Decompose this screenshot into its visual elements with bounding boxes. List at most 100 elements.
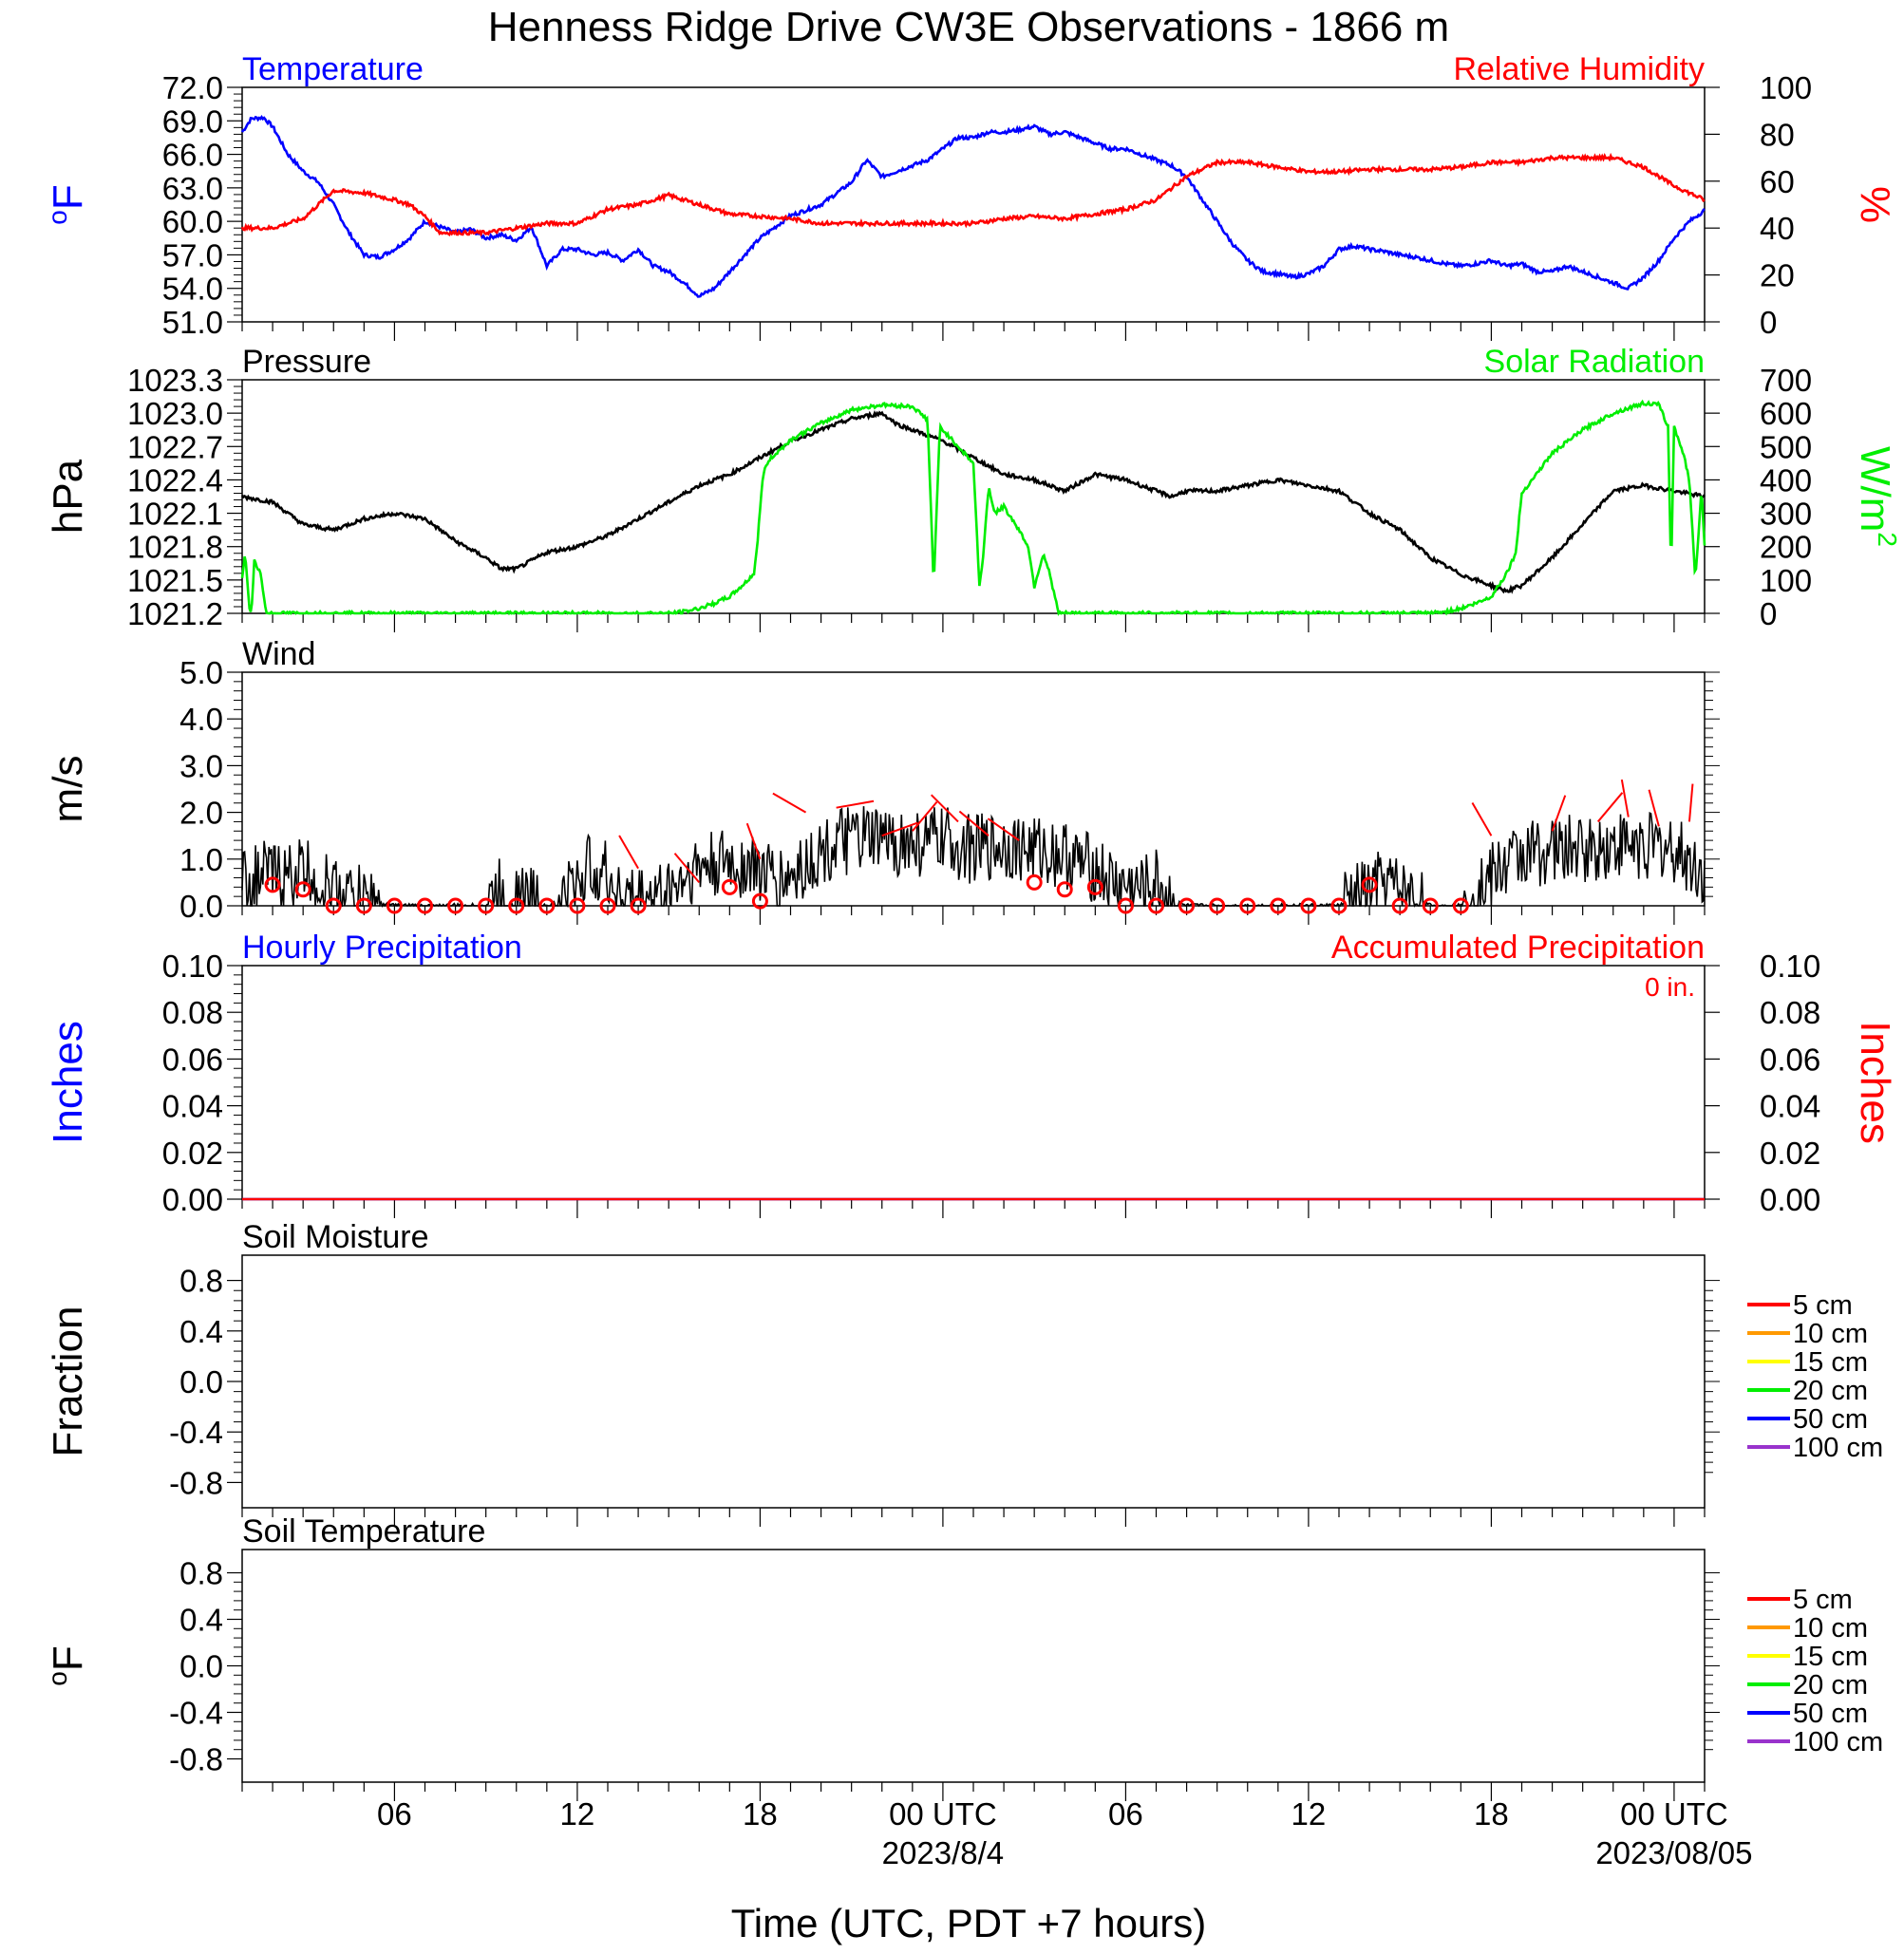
x-axis: Time (UTC, PDT +7 hours) 06 12 18 00 UTC 06 1… <box>377 1796 1752 1945</box>
wind-barb <box>745 822 762 860</box>
wind-marker <box>386 897 403 914</box>
y-tick-label-right: 500 <box>1760 429 1812 464</box>
y-tick-label-right: 300 <box>1760 497 1812 532</box>
y-tick-label-right: 0 <box>1760 596 1777 631</box>
legend-label: 5 cm <box>1793 1585 1853 1615</box>
series-line-left <box>240 114 1706 298</box>
legend-label: 15 cm <box>1793 1642 1868 1672</box>
wind-marker <box>569 897 586 914</box>
legend-label: 20 cm <box>1793 1670 1868 1700</box>
y-tick-label-left: -0.8 <box>169 1742 223 1777</box>
y-axis-label-left: Fraction <box>45 1306 91 1457</box>
y-tick-label-left: 1023.0 <box>127 396 223 431</box>
y-axis-label-left: oF <box>43 184 91 224</box>
wind-marker <box>630 897 647 914</box>
y-tick-label-right: 0.06 <box>1760 1042 1820 1077</box>
wind-marker <box>1209 897 1226 914</box>
wind-barb <box>772 792 807 814</box>
wind-marker <box>1422 897 1439 914</box>
panel-title-right: Accumulated Precipitation <box>1331 930 1705 966</box>
y-tick-label-right: 600 <box>1760 396 1812 431</box>
y-tick-label-left: 5.0 <box>179 655 223 690</box>
wind-marker <box>1270 897 1287 914</box>
y-axis-label-right: % <box>1852 186 1898 223</box>
y-tick-label-right: 60 <box>1760 164 1795 199</box>
wind-marker <box>1117 897 1134 914</box>
y-tick-label-left: -0.4 <box>169 1415 223 1450</box>
x-tick-label: 12 <box>1291 1796 1327 1832</box>
y-axis-label-left: oF <box>43 1645 91 1685</box>
y-tick-label-left: 1022.4 <box>127 462 223 498</box>
y-tick-label-right: 0 <box>1760 305 1777 340</box>
series-line-left <box>241 806 1706 909</box>
legend-label: 5 cm <box>1793 1290 1853 1321</box>
y-tick-label-right: 0.08 <box>1760 995 1820 1030</box>
y-tick-label-left: 2.0 <box>179 796 223 831</box>
x-tick-label: 06 <box>377 1796 412 1832</box>
accumulated-total: 0 in. <box>1645 972 1695 1002</box>
wind-marker <box>1330 897 1348 914</box>
wind-marker <box>1452 897 1469 914</box>
plot-frame <box>241 1254 1706 1509</box>
series-line-right <box>240 399 1706 616</box>
legend-label: 10 cm <box>1793 1319 1868 1349</box>
y-tick-label-left: 0.0 <box>179 889 223 924</box>
y-tick-label-right: 0.04 <box>1760 1089 1820 1124</box>
y-tick-label-left: 0.0 <box>179 1649 223 1684</box>
wind-marker <box>1239 897 1256 914</box>
x-tick-label: 00 UTC <box>1620 1796 1728 1832</box>
wind-barb <box>1551 795 1567 832</box>
wind-barb <box>836 799 875 809</box>
y-tick-label-right: 40 <box>1760 211 1795 246</box>
plot-frame <box>241 671 1706 907</box>
y-tick-label-left: 1022.7 <box>127 429 223 464</box>
y-tick-label-left: 1021.5 <box>127 563 223 598</box>
plot-frame <box>241 379 1706 614</box>
panel-title-right: Solar Radiation <box>1484 344 1705 380</box>
wind-marker <box>721 878 738 895</box>
x-tick-label: 12 <box>560 1796 595 1832</box>
wind-barb <box>958 810 990 836</box>
panel-title-right: Relative Humidity <box>1453 51 1705 87</box>
y-tick-label-left: 3.0 <box>179 748 223 783</box>
panel-temp-rh: 72.069.066.063.060.057.054.051.0 100 80 60 4… <box>43 51 1898 341</box>
y-tick-label-left: 69.0 <box>162 103 223 139</box>
wind-marker <box>447 897 464 914</box>
wind-marker <box>1178 897 1196 914</box>
y-tick-label-right: 400 <box>1760 462 1812 498</box>
plot-frame <box>241 965 1706 1200</box>
wind-marker <box>417 897 433 914</box>
wind-marker <box>508 897 525 914</box>
y-tick-label-right: 100 <box>1760 563 1812 598</box>
y-tick-label-left: -0.8 <box>169 1465 223 1500</box>
wind-marker <box>1361 876 1378 893</box>
plot-frame <box>241 1549 1706 1783</box>
x-tick-label: 18 <box>743 1796 778 1832</box>
panel-pressure-solar: 1023.31023.01022.71022.41022.11021.81021… <box>45 344 1902 632</box>
wind-barb <box>673 853 701 884</box>
y-axis-label-right: W/m2 <box>1852 446 1902 547</box>
wind-barb <box>987 817 1020 841</box>
wind-marker <box>325 897 342 914</box>
y-tick-label-left: 0.8 <box>179 1556 223 1591</box>
y-tick-label-left: 1023.3 <box>127 363 223 398</box>
y-axis-label-left: hPa <box>45 459 91 534</box>
panel-precip: 0.10 0.08 0.06 0.04 0.02 0.00 0.10 0.08 0.06 0.04… <box>45 930 1898 1218</box>
wind-marker <box>1148 897 1164 914</box>
y-tick-label-left: 1.0 <box>179 842 223 877</box>
panel-title-left: Hourly Precipitation <box>242 930 522 966</box>
y-tick-label-left: 54.0 <box>162 272 223 307</box>
series-line-right <box>240 152 1706 237</box>
y-axis-label-left: Inches <box>45 1021 91 1144</box>
x-tick-label: 18 <box>1474 1796 1509 1832</box>
wind-marker <box>294 881 311 898</box>
x-tick-label: 00 UTC <box>889 1796 997 1832</box>
legend-label: 20 cm <box>1793 1376 1868 1406</box>
y-tick-label-left: 0.0 <box>179 1364 223 1400</box>
wind-barb <box>912 800 938 832</box>
wind-marker <box>1026 874 1043 891</box>
y-tick-label-left: 1022.1 <box>127 497 223 532</box>
wind-barb <box>930 794 959 823</box>
legend-label: 50 cm <box>1793 1404 1868 1435</box>
